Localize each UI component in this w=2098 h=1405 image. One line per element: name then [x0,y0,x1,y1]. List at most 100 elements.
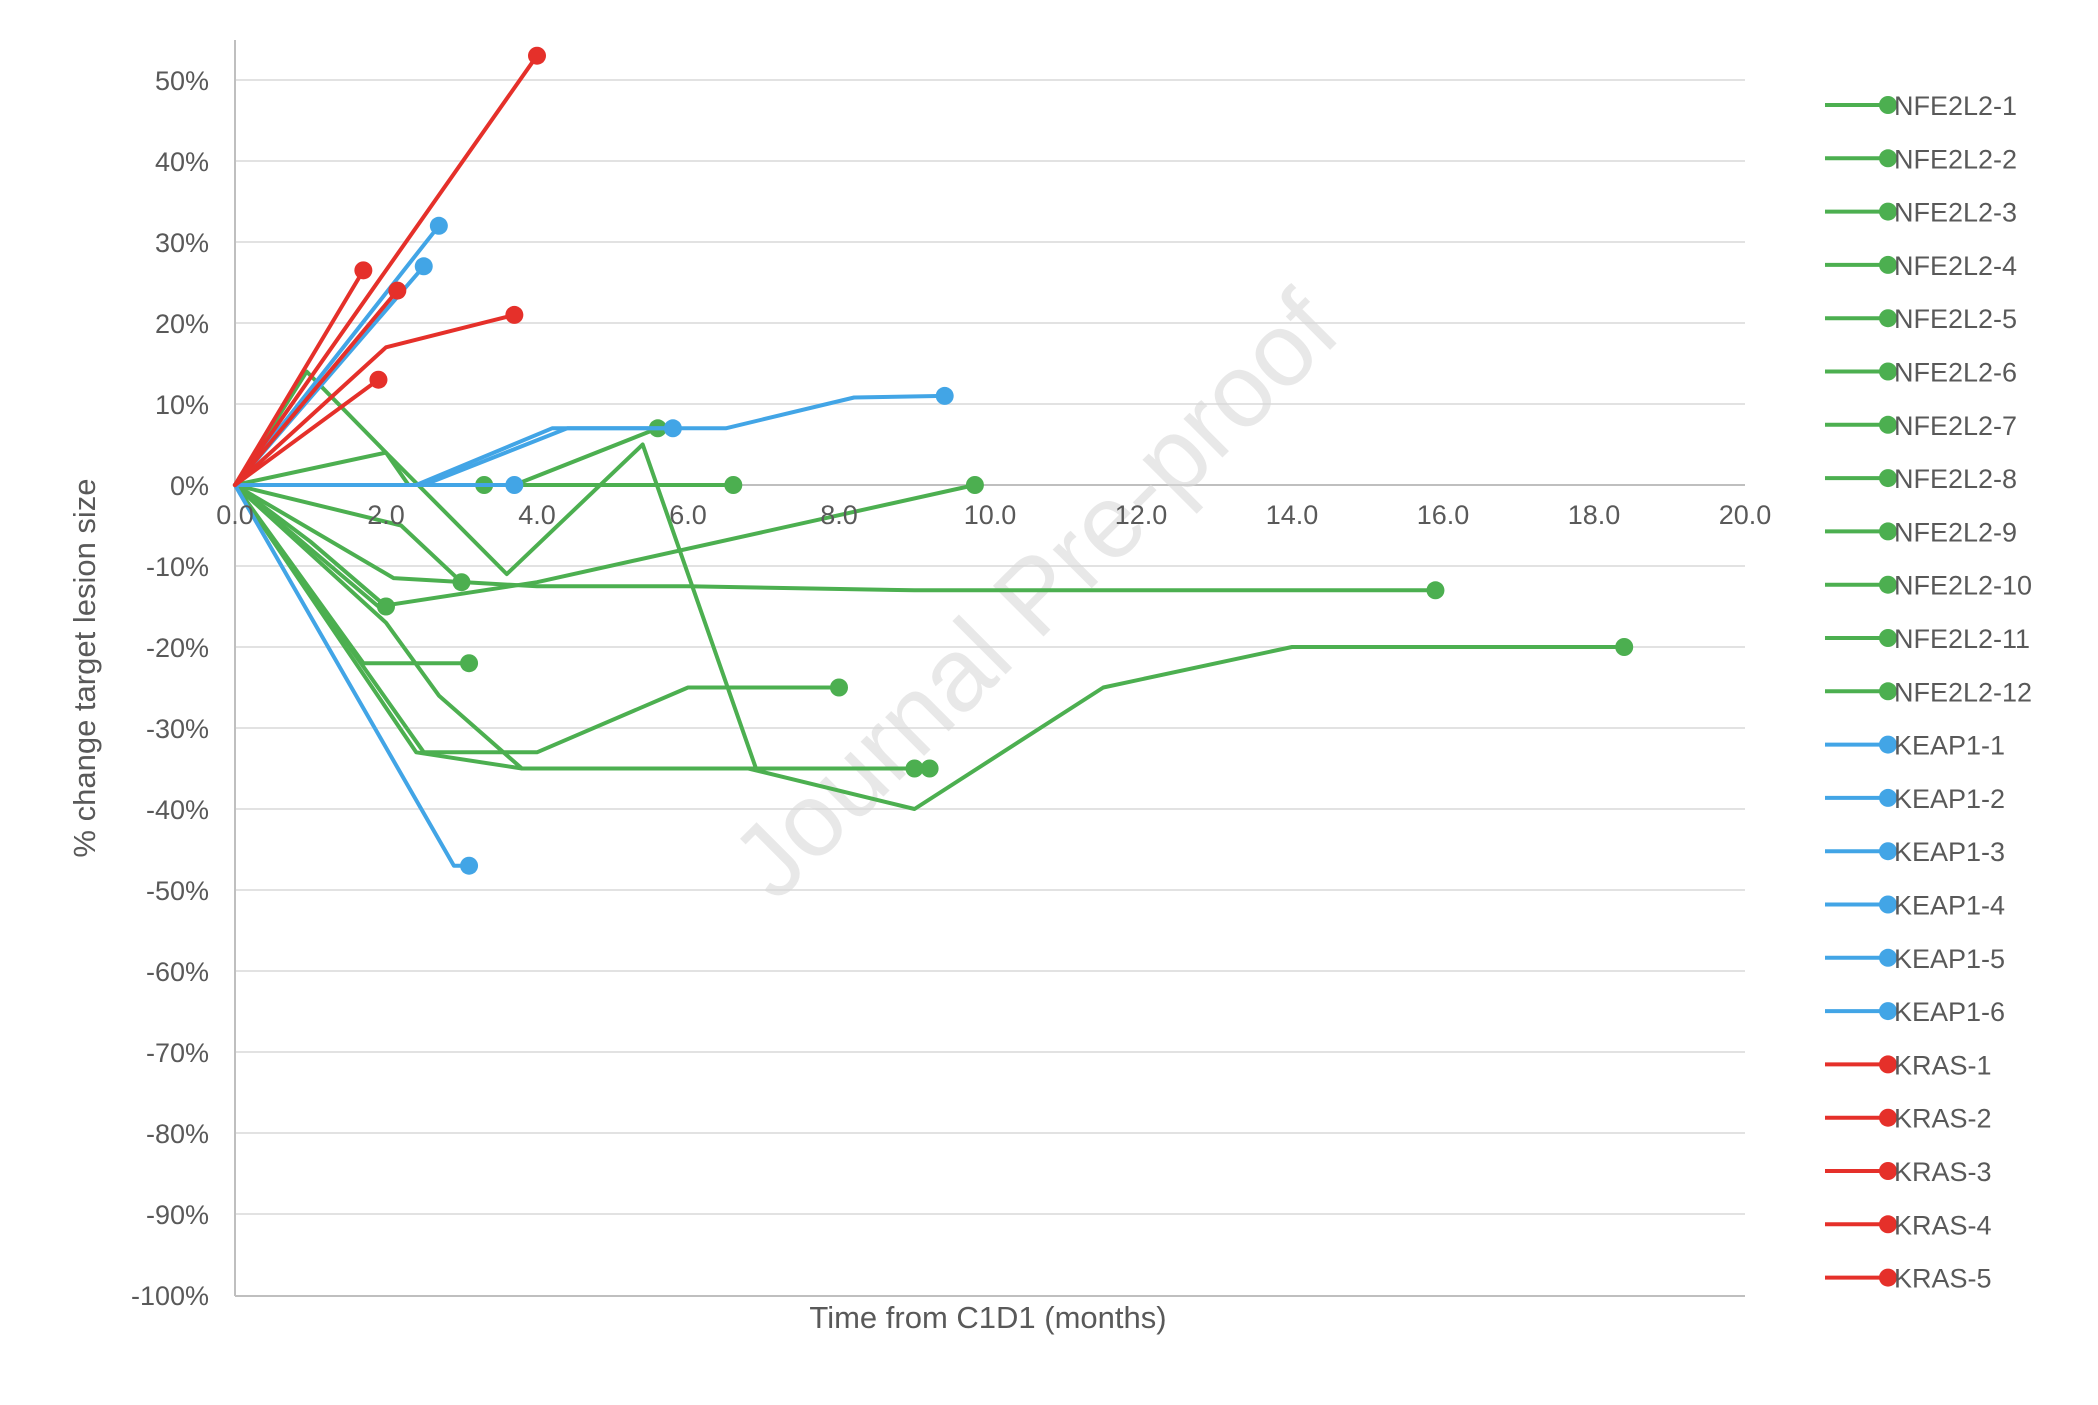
x-tick-label: 0.0 [216,500,254,530]
series-line-kras-3 [233,288,400,487]
legend-item: NFE2L2-9 [1825,517,2017,547]
series-line-nfe2l2-11 [233,483,388,609]
series-line-kras-1 [233,53,539,487]
legend-swatch-marker [1879,522,1897,541]
legend-label: NFE2L2-7 [1894,411,2017,441]
legend-swatch-marker [1879,842,1897,861]
legend: NFE2L2-1 NFE2L2-2 NFE2L2-3 NFE2L2-4 NFE2L2-5… [1825,91,2032,1294]
series-endpoint-keap1-5 [505,476,524,494]
legend-label: KRAS-3 [1894,1157,1992,1187]
legend-label: KEAP1-4 [1894,891,2005,921]
x-tick-label: 12.0 [1115,500,1168,530]
legend-swatch-marker [1879,202,1897,221]
y-tick-label: 20% [155,309,209,339]
series-endpoint-nfe2l2-1 [1426,581,1445,600]
legend-item: NFE2L2-2 [1825,144,2017,174]
series-endpoint-kras-4 [505,305,524,324]
y-tick-label: 40% [155,147,209,177]
legend-label: NFE2L2-8 [1894,464,2017,494]
series-line-nfe2l2-5 [233,483,841,755]
legend-swatch-marker [1879,96,1897,114]
x-tick-label: 14.0 [1266,500,1319,530]
legend-swatch-marker [1879,629,1897,647]
series-endpoint-nfe2l2-2 [965,476,984,494]
legend-swatch-marker [1879,149,1897,168]
legend-item: NFE2L2-4 [1825,251,2017,281]
series-line-kras-2 [233,268,366,487]
series-line-nfe2l2-7 [233,369,487,487]
series-line-nfe2l2-12 [233,483,464,585]
legend-swatch-marker [1879,309,1897,328]
series-endpoint-nfe2l2-6 [920,759,939,778]
legend-label: NFE2L2-10 [1894,571,2032,601]
y-tick-labels: 50% 40% 30% 20% 10% 0% -10% -20% -30% -40% -50% -60… [131,66,209,1311]
legend-item: KEAP1-4 [1825,891,2005,921]
legend-label: NFE2L2-1 [1894,91,2017,121]
series-line-nfe2l2-2 [233,483,977,609]
series-endpoint-nfe2l2-4 [1615,638,1634,656]
y-tick-label: 50% [155,66,209,96]
legend-swatch-marker [1879,1002,1897,1021]
legend-swatch-marker [1879,735,1897,754]
legend-item: KRAS-1 [1825,1050,1992,1080]
legend-swatch-marker [1879,682,1897,701]
legend-label: NFE2L2-9 [1894,517,2017,547]
legend-item: KEAP1-5 [1825,944,2005,974]
legend-item: NFE2L2-11 [1825,624,2030,654]
series-endpoint-nfe2l2-5 [830,678,848,697]
legend-swatch-marker [1879,1162,1897,1180]
legend-item: KEAP1-3 [1825,837,2005,867]
legend-label: KEAP1-3 [1894,837,2005,867]
legend-label: KEAP1-1 [1894,731,2005,761]
legend-item: KEAP1-1 [1825,731,2005,761]
legend-label: NFE2L2-4 [1894,251,2017,281]
legend-label: KEAP1-2 [1894,784,2005,814]
legend-swatch-marker [1879,1268,1897,1287]
y-tick-label: -30% [146,714,209,744]
legend-item: NFE2L2-10 [1825,571,2032,601]
y-tick-label: -100% [131,1281,209,1311]
legend-swatch-marker [1879,575,1897,594]
y-tick-label: -40% [146,795,209,825]
x-tick-label: 16.0 [1417,500,1470,530]
x-tick-label: 4.0 [518,500,556,530]
y-tick-label: -60% [146,957,209,987]
y-tick-label: 0% [170,471,209,501]
x-tick-label: 20.0 [1719,500,1772,530]
x-tick-label: 2.0 [367,500,405,530]
legend-item: NFE2L2-8 [1825,464,2017,494]
legend-label: KRAS-2 [1894,1104,1992,1134]
series-endpoint-kras-1 [528,46,546,65]
x-tick-labels: 0.0 2.0 4.0 6.0 8.0 10.0 12.0 14.0 16.0 18.0 20.0 [216,500,1771,530]
legend-swatch-marker [1879,469,1897,488]
legend-label: NFE2L2-11 [1894,624,2030,654]
series-endpoint-keap1-6 [460,856,479,875]
legend-item: KRAS-2 [1825,1104,1992,1134]
legend-label: NFE2L2-6 [1894,358,2017,388]
x-axis-title: Time from C1D1 (months) [809,1300,1166,1335]
legend-label: NFE2L2-5 [1894,304,2017,334]
series-endpoint-keap1-3 [935,386,954,405]
watermark-text: Journal Pre-proof [710,269,1361,920]
y-tick-label: 10% [155,390,209,420]
legend-label: KRAS-4 [1894,1210,1992,1240]
legend-label: NFE2L2-12 [1894,677,2032,707]
legend-swatch-marker [1879,415,1897,434]
series-line-kras-5 [233,377,381,487]
legend-item: NFE2L2-5 [1825,304,2017,334]
series-endpoint-keap1-4 [663,419,682,438]
legend-item: NFE2L2-1 [1825,91,2017,121]
series-endpoint-kras-5 [369,370,388,389]
legend-item: KRAS-3 [1825,1157,1992,1187]
series-endpoint-nfe2l2-12 [452,573,471,592]
series-endpoint-kras-3 [388,281,407,300]
series-endpoint-nfe2l2-9 [905,759,924,778]
series-endpoint-nfe2l2-3 [460,654,479,673]
y-tick-label: 30% [155,228,209,258]
legend-item: NFE2L2-7 [1825,411,2017,441]
legend-label: KEAP1-6 [1894,997,2005,1027]
series-line-nfe2l2-9 [233,442,917,771]
legend-label: NFE2L2-3 [1894,198,2017,228]
y-axis-title: % change target lesion size [67,478,102,857]
